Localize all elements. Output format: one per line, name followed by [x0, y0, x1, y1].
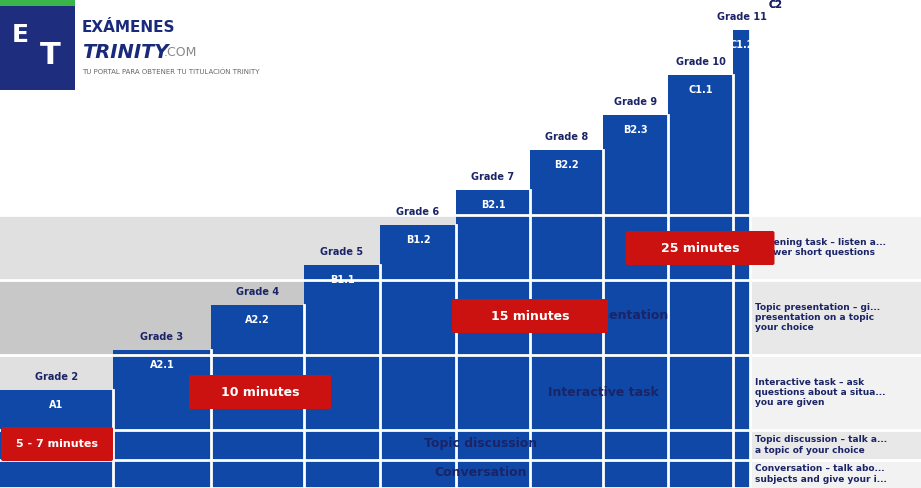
Bar	[113, 350, 211, 488]
Text: C1.2: C1.2	[729, 40, 753, 50]
Text: Grade 4: Grade 4	[236, 287, 279, 297]
Bar	[211, 305, 304, 488]
Bar	[0, 215, 750, 280]
Bar	[750, 460, 921, 488]
Bar	[304, 265, 380, 488]
Bar	[750, 280, 921, 355]
Text: TRINITY: TRINITY	[82, 42, 169, 61]
Text: Topic presentation: Topic presentation	[538, 309, 668, 323]
FancyBboxPatch shape	[625, 231, 775, 265]
Text: Grade 6: Grade 6	[396, 207, 439, 217]
Text: Grade 8: Grade 8	[545, 132, 589, 142]
Text: Topic presentation – gi...
presentation on a topic
your choice: Topic presentation – gi... presentation …	[755, 303, 880, 332]
Text: Grade 10: Grade 10	[676, 57, 726, 67]
Text: Grade 2: Grade 2	[35, 372, 78, 382]
Text: 25 minutes: 25 minutes	[660, 242, 740, 255]
Text: E: E	[11, 23, 29, 47]
Bar	[0, 390, 113, 488]
Bar	[733, 30, 750, 488]
Text: EXÁMENES: EXÁMENES	[82, 20, 176, 36]
Text: A2.2: A2.2	[245, 315, 270, 325]
Text: .COM: .COM	[164, 45, 197, 59]
Bar	[0, 0, 75, 6]
Text: B2.3: B2.3	[624, 125, 647, 135]
Bar	[0, 430, 750, 460]
Text: Grade 11: Grade 11	[717, 12, 766, 22]
Bar	[0, 355, 750, 430]
Bar	[750, 355, 921, 430]
Bar	[750, 430, 921, 460]
Text: Topic discussion: Topic discussion	[424, 438, 537, 450]
Bar	[380, 225, 456, 488]
Text: 10 minutes: 10 minutes	[221, 386, 299, 399]
Text: B2.2: B2.2	[554, 160, 578, 170]
Bar	[603, 115, 668, 488]
Text: Topic discussion – talk a...
a topic of your choice: Topic discussion – talk a... a topic of …	[755, 435, 887, 455]
Text: B2.1: B2.1	[481, 200, 506, 210]
Text: Interactive task: Interactive task	[548, 386, 659, 399]
Bar	[750, 0, 921, 215]
Text: B1.1: B1.1	[330, 275, 355, 285]
Text: TU PORTAL PARA OBTENER TU TITULACIÓN TRINITY: TU PORTAL PARA OBTENER TU TITULACIÓN TRI…	[82, 69, 260, 75]
Text: A2.1: A2.1	[149, 360, 174, 370]
Text: T: T	[40, 41, 61, 69]
Text: Grade 9: Grade 9	[614, 97, 657, 107]
Text: C1.1: C1.1	[688, 85, 713, 95]
Text: 15 minutes: 15 minutes	[491, 309, 569, 323]
Bar	[530, 150, 603, 488]
Text: Grade 7: Grade 7	[472, 172, 515, 182]
Text: Listening task: Listening task	[659, 242, 759, 255]
Bar	[456, 190, 530, 488]
Text: A1: A1	[50, 400, 64, 410]
Text: Conversation: Conversation	[434, 466, 527, 479]
Text: Listening task – listen a...
answer short questions: Listening task – listen a... answer shor…	[755, 238, 886, 257]
Text: Conversation – talk abo...
subjects and give your i...: Conversation – talk abo... subjects and …	[755, 464, 887, 484]
FancyBboxPatch shape	[1, 427, 113, 461]
Text: C2: C2	[768, 0, 782, 10]
FancyBboxPatch shape	[452, 299, 608, 333]
Bar	[0, 460, 750, 488]
Text: 5 - 7 minutes: 5 - 7 minutes	[16, 439, 98, 449]
Text: Grade 3: Grade 3	[140, 332, 183, 342]
Text: B1.2: B1.2	[405, 235, 430, 245]
Bar	[668, 75, 733, 488]
Bar	[0, 280, 750, 355]
Text: C2: C2	[768, 0, 782, 10]
Text: Interactive task – ask
questions about a situa...
you are given: Interactive task – ask questions about a…	[755, 378, 885, 407]
Bar	[750, 215, 921, 280]
Bar	[0, 0, 75, 90]
FancyBboxPatch shape	[189, 375, 331, 409]
Text: Grade 5: Grade 5	[321, 247, 364, 257]
